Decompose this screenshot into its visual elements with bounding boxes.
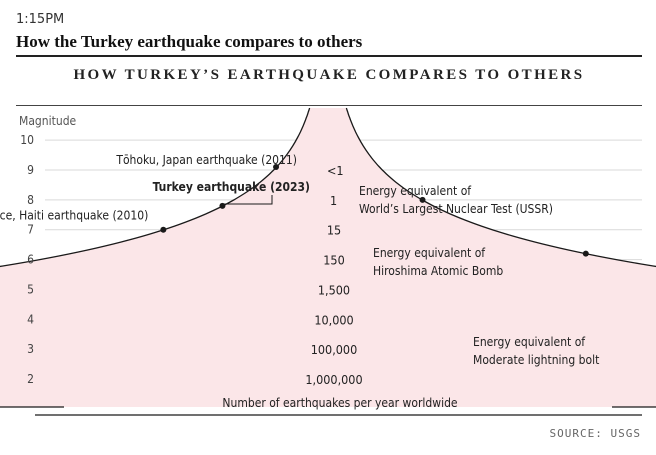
- distribution-area: [0, 108, 656, 407]
- energy-point: [582, 250, 589, 257]
- timestamp: 1:15PM: [16, 12, 65, 27]
- x-axis-label: Number of earthquakes per year worldwide: [222, 396, 458, 410]
- frequency-label: 150: [323, 253, 344, 268]
- energy-label: Energy equivalent of: [359, 184, 472, 198]
- frequency-label: 100,000: [311, 342, 358, 357]
- energy-label: Hiroshima Atomic Bomb: [373, 264, 503, 278]
- headline-divider: [16, 55, 642, 57]
- y-tick-label: 10: [20, 133, 34, 147]
- y-tick-label: 3: [27, 342, 34, 356]
- frequency-label: 1,500: [318, 282, 350, 297]
- distribution-curve-right: [345, 107, 656, 408]
- y-tick-label: 9: [27, 163, 34, 177]
- y-tick-label: 6: [27, 253, 34, 267]
- energy-label: Energy equivalent of: [373, 246, 486, 260]
- distribution-curve-left: [0, 107, 311, 408]
- earthquake-label: Tōhoku, Japan earthquake (2011): [115, 153, 297, 167]
- earthquake-label: Port-au-Prince, Haiti earthquake (2010): [0, 209, 148, 223]
- y-tick-label: 5: [27, 282, 34, 296]
- energy-label: Moderate lightning bolt: [473, 353, 599, 367]
- y-tick-label: 2: [27, 372, 34, 386]
- energy-label: World’s Largest Nuclear Test (USSR): [359, 202, 553, 216]
- leader-line: [220, 195, 273, 205]
- earthquake-point: [160, 226, 167, 233]
- y-tick-label: 4: [27, 312, 34, 326]
- frequency-label: 1,000,000: [305, 372, 362, 387]
- earthquake-label: Turkey earthquake (2023): [153, 180, 310, 194]
- y-tick-label: 7: [27, 223, 34, 237]
- y-tick-label: 8: [27, 193, 34, 207]
- y-axis-label: Magnitude: [19, 114, 77, 128]
- headline: How the Turkey earthquake compares to ot…: [16, 32, 363, 51]
- energy-label: Energy equivalent of: [473, 335, 586, 349]
- frequency-label: 15: [327, 223, 341, 238]
- frequency-label: 10,000: [314, 312, 353, 327]
- earthquake-point: [273, 164, 280, 171]
- frequency-label: <1: [327, 163, 344, 178]
- chart-title-divider: [16, 105, 642, 106]
- frequency-label: 1: [330, 193, 337, 208]
- source-note: SOURCE: USGS: [549, 427, 641, 440]
- chart-title: HOW TURKEY’S EARTHQUAKE COMPARES TO OTHE…: [73, 67, 585, 83]
- energy-point: [419, 196, 426, 203]
